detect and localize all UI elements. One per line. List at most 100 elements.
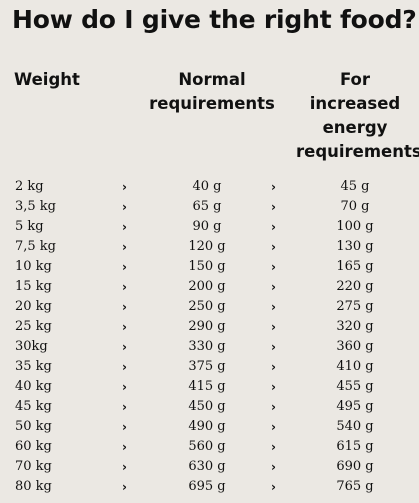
weight-cell: 60 kg: [15, 439, 52, 454]
weight-cell: 80 kg: [15, 479, 52, 494]
increased-amount-cell: 45 g: [340, 179, 370, 194]
weight-cell: 35 kg: [15, 359, 52, 374]
chevron-right-icon: ›: [271, 260, 276, 274]
weight-cell: 25 kg: [15, 319, 52, 334]
normal-header-line: requirements: [149, 94, 275, 113]
increased-amount-cell: 70 g: [340, 199, 370, 214]
table-row: 30kg › 330 g › 360 g: [0, 337, 419, 357]
increased-amount-cell: 165 g: [336, 259, 374, 274]
table-row: 3,5 kg › 65 g › 70 g: [0, 197, 419, 217]
chevron-right-icon: ›: [271, 440, 276, 454]
chevron-right-icon: ›: [271, 340, 276, 354]
normal-amount-cell: 330 g: [188, 339, 226, 354]
chevron-right-icon: ›: [122, 440, 127, 454]
table-row: 25 kg › 290 g › 320 g: [0, 317, 419, 337]
chevron-right-icon: ›: [122, 380, 127, 394]
weight-cell: 20 kg: [15, 299, 52, 314]
chevron-right-icon: ›: [271, 300, 276, 314]
chevron-right-icon: ›: [122, 240, 127, 254]
feeding-table-body: 2 kg › 40 g › 45 g 3,5 kg › 65 g › 70 g 5 kg › 90 g ›…: [0, 177, 419, 497]
normal-amount-cell: 200 g: [188, 279, 226, 294]
table-row: 80 kg › 695 g › 765 g: [0, 477, 419, 497]
chevron-right-icon: ›: [271, 240, 276, 254]
chevron-right-icon: ›: [122, 400, 127, 414]
weight-column-header: Weight: [14, 68, 80, 92]
chevron-right-icon: ›: [122, 180, 127, 194]
weight-cell: 50 kg: [15, 419, 52, 434]
increased-header-line: requirements: [296, 142, 419, 161]
chevron-right-icon: ›: [271, 480, 276, 494]
chevron-right-icon: ›: [271, 460, 276, 474]
chevron-right-icon: ›: [271, 380, 276, 394]
increased-amount-cell: 495 g: [336, 399, 374, 414]
chevron-right-icon: ›: [271, 200, 276, 214]
chevron-right-icon: ›: [271, 220, 276, 234]
normal-amount-cell: 150 g: [188, 259, 226, 274]
weight-cell: 10 kg: [15, 259, 52, 274]
weight-cell: 40 kg: [15, 379, 52, 394]
weight-cell: 5 kg: [15, 219, 44, 234]
chevron-right-icon: ›: [122, 480, 127, 494]
weight-cell: 3,5 kg: [15, 199, 57, 214]
normal-amount-cell: 40 g: [192, 179, 222, 194]
table-row: 45 kg › 450 g › 495 g: [0, 397, 419, 417]
table-row: 35 kg › 375 g › 410 g: [0, 357, 419, 377]
normal-amount-cell: 90 g: [192, 219, 222, 234]
normal-amount-cell: 250 g: [188, 299, 226, 314]
table-row: 10 kg › 150 g › 165 g: [0, 257, 419, 277]
increased-amount-cell: 540 g: [336, 419, 374, 434]
normal-amount-cell: 65 g: [192, 199, 222, 214]
page-title: How do I give the right food?: [12, 5, 417, 34]
chevron-right-icon: ›: [271, 320, 276, 334]
normal-amount-cell: 375 g: [188, 359, 226, 374]
table-row: 40 kg › 415 g › 455 g: [0, 377, 419, 397]
chevron-right-icon: ›: [122, 300, 127, 314]
normal-requirements-column-header: Normal requirements: [140, 68, 284, 116]
chevron-right-icon: ›: [271, 400, 276, 414]
table-row: 5 kg › 90 g › 100 g: [0, 217, 419, 237]
table-row: 20 kg › 250 g › 275 g: [0, 297, 419, 317]
increased-amount-cell: 275 g: [336, 299, 374, 314]
increased-amount-cell: 220 g: [336, 279, 374, 294]
weight-cell: 15 kg: [15, 279, 52, 294]
chevron-right-icon: ›: [122, 340, 127, 354]
chevron-right-icon: ›: [122, 280, 127, 294]
table-row: 7,5 kg › 120 g › 130 g: [0, 237, 419, 257]
weight-cell: 2 kg: [15, 179, 44, 194]
chevron-right-icon: ›: [271, 280, 276, 294]
normal-amount-cell: 415 g: [188, 379, 226, 394]
normal-amount-cell: 290 g: [188, 319, 226, 334]
chevron-right-icon: ›: [122, 320, 127, 334]
increased-amount-cell: 765 g: [336, 479, 374, 494]
chevron-right-icon: ›: [122, 220, 127, 234]
normal-amount-cell: 630 g: [188, 459, 226, 474]
increased-amount-cell: 130 g: [336, 239, 374, 254]
chevron-right-icon: ›: [271, 180, 276, 194]
normal-amount-cell: 560 g: [188, 439, 226, 454]
chevron-right-icon: ›: [271, 360, 276, 374]
table-row: 70 kg › 630 g › 690 g: [0, 457, 419, 477]
table-row: 15 kg › 200 g › 220 g: [0, 277, 419, 297]
increased-amount-cell: 615 g: [336, 439, 374, 454]
chevron-right-icon: ›: [122, 200, 127, 214]
chevron-right-icon: ›: [122, 460, 127, 474]
weight-cell: 45 kg: [15, 399, 52, 414]
normal-header-line: Normal: [178, 70, 246, 89]
normal-amount-cell: 695 g: [188, 479, 226, 494]
increased-header-line: For: [339, 70, 371, 89]
increased-header-line: increased: [309, 94, 401, 113]
table-row: 60 kg › 560 g › 615 g: [0, 437, 419, 457]
increased-amount-cell: 100 g: [336, 219, 374, 234]
increased-amount-cell: 320 g: [336, 319, 374, 334]
increased-amount-cell: 690 g: [336, 459, 374, 474]
normal-amount-cell: 490 g: [188, 419, 226, 434]
increased-requirements-column-header: For increased energy requirements: [296, 68, 419, 164]
normal-amount-cell: 450 g: [188, 399, 226, 414]
chevron-right-icon: ›: [122, 260, 127, 274]
increased-amount-cell: 410 g: [336, 359, 374, 374]
increased-amount-cell: 360 g: [336, 339, 374, 354]
table-row: 2 kg › 40 g › 45 g: [0, 177, 419, 197]
weight-cell: 70 kg: [15, 459, 52, 474]
weight-header-label: Weight: [14, 70, 80, 89]
increased-amount-cell: 455 g: [336, 379, 374, 394]
